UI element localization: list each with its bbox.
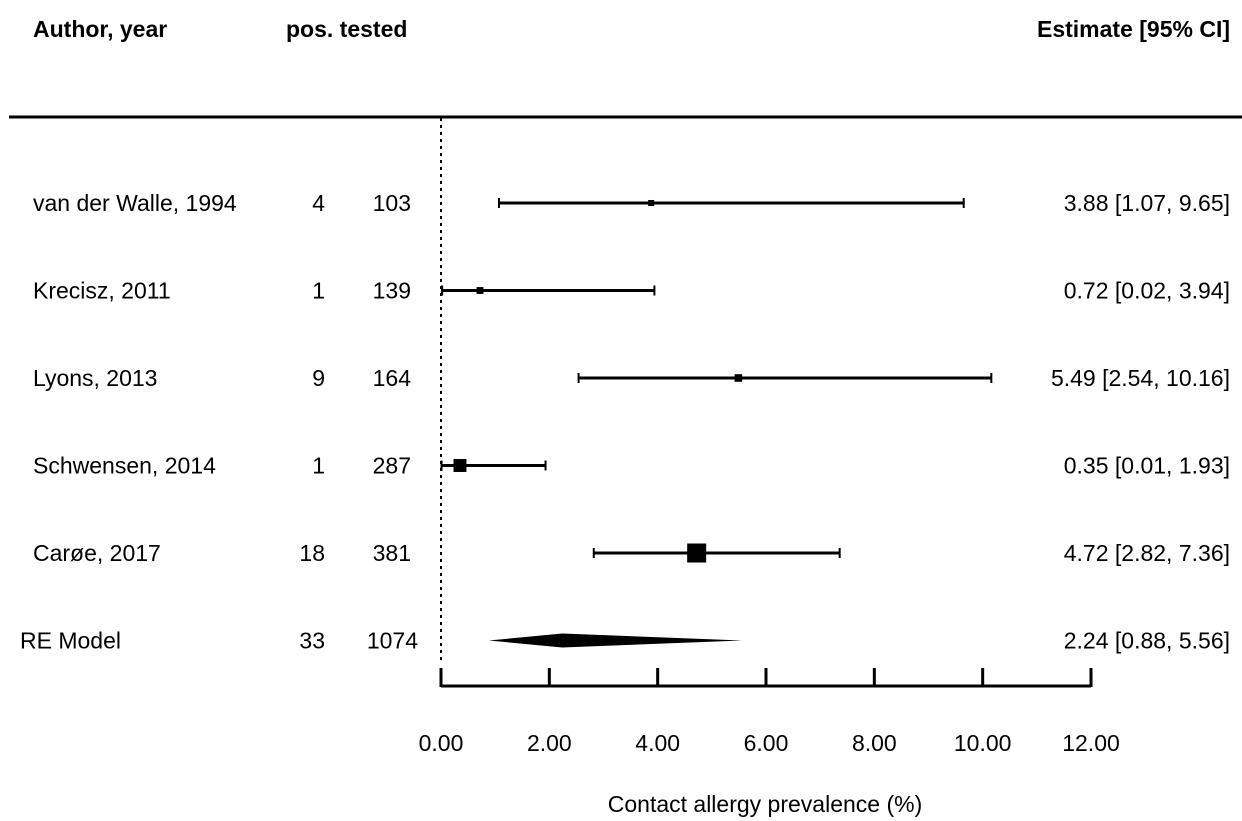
summary-tested-count: 1074 <box>367 628 418 654</box>
study-estimate-ci: 0.72 [0.02, 3.94] <box>1064 278 1230 304</box>
estimate-marker <box>453 459 467 472</box>
x-tick-label: 12.00 <box>1062 730 1120 756</box>
study-estimate-ci: 5.49 [2.54, 10.16] <box>1051 365 1230 391</box>
study-estimate-ci: 4.72 [2.82, 7.36] <box>1064 540 1230 566</box>
summary-diamond <box>488 633 743 648</box>
study-label: Schwensen, 2014 <box>33 453 216 479</box>
study-pos-count: 18 <box>299 540 325 566</box>
estimate-marker <box>476 287 484 294</box>
study-estimate-ci: 0.35 [0.01, 1.93] <box>1064 453 1230 479</box>
study-estimate-ci: 3.88 [1.07, 9.65] <box>1064 190 1230 216</box>
x-tick-label: 0.00 <box>419 730 464 756</box>
x-tick-label: 6.00 <box>744 730 789 756</box>
study-pos-count: 4 <box>312 190 325 216</box>
estimate-marker <box>734 374 743 382</box>
summary-estimate-ci: 2.24 [0.88, 5.56] <box>1064 628 1230 654</box>
header-pos-tested: pos. tested <box>286 16 407 42</box>
study-tested-count: 139 <box>373 278 411 304</box>
study-pos-count: 1 <box>312 453 325 479</box>
x-tick-label: 4.00 <box>635 730 680 756</box>
x-tick-label: 8.00 <box>852 730 897 756</box>
estimate-marker <box>648 199 655 207</box>
study-label: Carøe, 2017 <box>33 540 161 566</box>
study-tested-count: 381 <box>373 540 411 566</box>
x-axis-label: Contact allergy prevalence (%) <box>608 791 922 817</box>
summary-pos-count: 33 <box>299 628 325 654</box>
estimate-marker <box>687 543 707 563</box>
header-author-year: Author, year <box>33 16 167 42</box>
x-tick-label: 10.00 <box>954 730 1012 756</box>
summary-label: RE Model <box>20 628 121 654</box>
study-label: van der Walle, 1994 <box>33 190 237 216</box>
study-tested-count: 164 <box>373 365 412 391</box>
study-pos-count: 9 <box>312 365 325 391</box>
x-tick-label: 2.00 <box>527 730 572 756</box>
study-label: Krecisz, 2011 <box>33 278 171 304</box>
study-tested-count: 103 <box>373 190 411 216</box>
header-estimate: Estimate [95% CI] <box>1037 16 1230 42</box>
study-pos-count: 1 <box>312 278 325 304</box>
study-tested-count: 287 <box>373 453 411 479</box>
study-label: Lyons, 2013 <box>33 365 157 391</box>
